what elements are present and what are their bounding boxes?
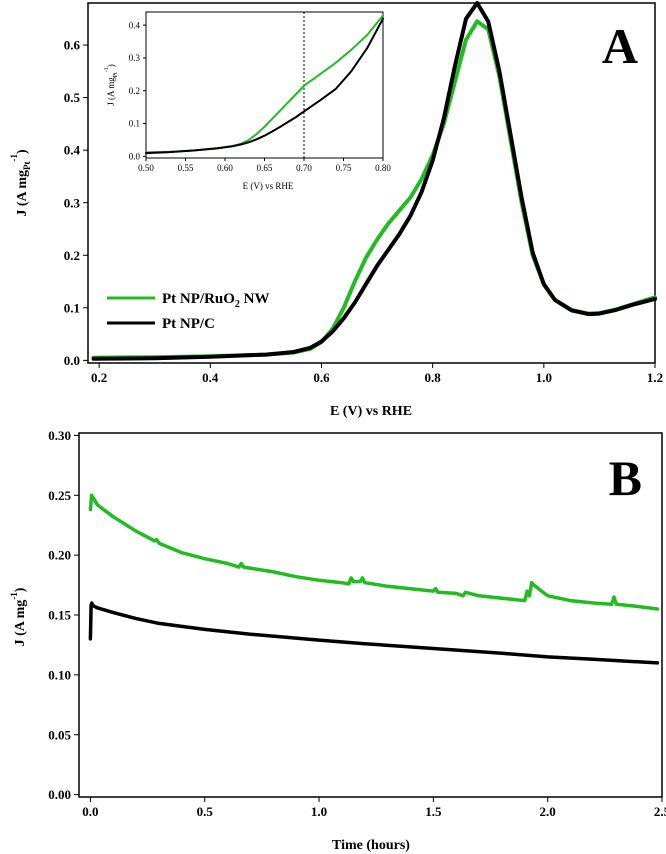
- inset-series-line-pt-np-c: [145, 17, 384, 155]
- panel-b-chart: 0.0 0.5 1.0 1.5 2.0 2.5 0.00 0.05 0.10 0.15 0.20 0.…: [9, 428, 666, 853]
- panel-a-y-tick-label: 0.2: [64, 248, 80, 263]
- panel-b-x-tick-label: 2.5: [654, 804, 666, 819]
- inset-y-tick-label: 0.2: [129, 86, 140, 96]
- panel-a-y-tick-label: 0.6: [64, 38, 81, 53]
- panel-a-y-tick-label: 0.4: [64, 143, 81, 158]
- panel-a-x-tick-label: 0.6: [313, 370, 330, 385]
- panel-a-chart: 0.2 0.4 0.6 0.8 1.0 1.20.00.10.20.30.40.50.6 …: [9, 1, 663, 419]
- inset-x-tick-label: 0.70: [296, 163, 312, 173]
- inset-x-tick-label: 0.80: [375, 163, 391, 173]
- panel-a-x-tick-label: 0.8: [425, 370, 442, 385]
- inset-x-tick-label: 0.55: [178, 163, 194, 173]
- panel-b-y-tick-label: 0.05: [48, 727, 71, 742]
- panel-b-x-axis-label: Time (hours): [332, 838, 410, 853]
- inset-x-axis-label: E (V) vs RHE: [243, 181, 294, 191]
- panel-a-y-tick-label: 0.1: [64, 300, 80, 315]
- panel-b-y-tick-label: 0.25: [48, 488, 71, 503]
- panel-a-x-tick-label: 0.4: [202, 370, 219, 385]
- inset-x-tick-label: 0.75: [336, 163, 352, 173]
- panel-a-inset-chart: 0.50 0.55 0.60 0.65 0.70 0.75 0.80 0.0 0.1 0.2 0.3…: [104, 11, 391, 191]
- panel-a-y-tick-label: 0.0: [64, 353, 80, 368]
- legend-label-pt-c: Pt NP/C: [162, 316, 215, 332]
- panel-b-series-line-pt-np-c: [88, 601, 660, 665]
- panel-b-x-tick-label: 1.0: [311, 804, 327, 819]
- inset-y-tick-label: 0.1: [129, 119, 140, 129]
- inset-x-tick-label: 0.65: [257, 163, 273, 173]
- panel-b-x-tick-label: 1.5: [425, 804, 442, 819]
- inset-y-tick-label: 0.0: [129, 152, 141, 162]
- inset-x-tick-label: 0.60: [217, 163, 233, 173]
- legend-label-pt-ruo2: Pt NP/RuO2 NW: [162, 291, 270, 310]
- inset-background: [146, 12, 383, 158]
- panel-a-x-tick-label: 1.0: [536, 370, 552, 385]
- panel-a-y-axis-label: J (A mgPt-1): [9, 149, 32, 217]
- inset-y-axis-label: J (A mgPt-1): [104, 64, 119, 106]
- panel-b-x-tick-label: 0.0: [82, 804, 98, 819]
- panel-a-y-tick-label: 0.3: [64, 195, 81, 210]
- panel-b-y-axis-label: J (A mg-1): [9, 587, 28, 646]
- panel-b-y-tick-label: 0.30: [48, 428, 71, 443]
- panel-a-series-line-pt-np-c: [91, 1, 657, 361]
- panel-a-x-axis-label: E (V) vs RHE: [330, 404, 412, 419]
- panel-a-legend: Pt NP/RuO2 NW Pt NP/C: [107, 291, 270, 332]
- panel-b-y-tick-label: 0.15: [48, 608, 71, 623]
- inset-y-tick-label: 0.4: [129, 20, 141, 30]
- panel-a-plot-frame: [87, 2, 656, 364]
- panel-a-x-tick-label: 0.2: [91, 370, 107, 385]
- inset-y-tick-label: 0.3: [129, 53, 141, 63]
- inset-x-tick-label: 0.50: [138, 163, 154, 173]
- panel-b-plot-frame: [78, 432, 663, 798]
- panel-b-series-line-pt-np-ruo2-nw: [88, 493, 660, 611]
- panel-a-label: A: [602, 18, 638, 74]
- panel-b-x-tick-label: 2.0: [540, 804, 556, 819]
- panel-b-label: B: [609, 450, 642, 506]
- panel-a-x-tick-label: 1.2: [647, 370, 663, 385]
- panel-b-x-tick-label: 0.5: [197, 804, 214, 819]
- panel-b-y-tick-label: 0.00: [48, 787, 71, 802]
- panel-b-y-tick-label: 0.20: [48, 548, 71, 563]
- panel-b-y-tick-label: 0.10: [48, 667, 71, 682]
- panel-a-y-tick-label: 0.5: [64, 90, 81, 105]
